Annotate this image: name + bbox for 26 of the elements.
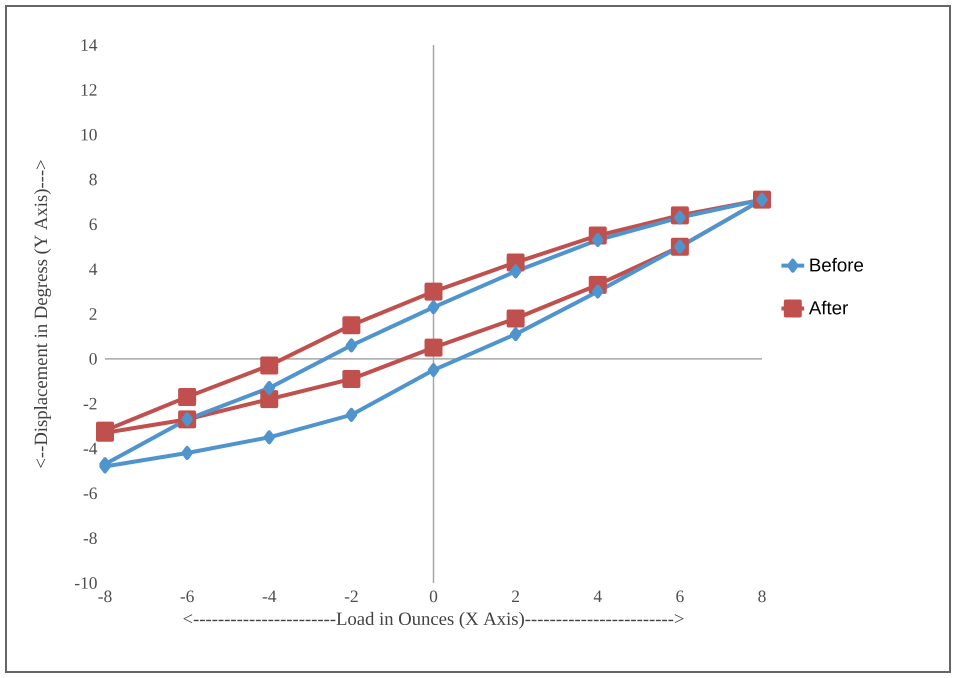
x-tick-label: 0 xyxy=(430,590,438,602)
y-tick-label: 2 xyxy=(90,308,96,320)
x-tick-label: -6 xyxy=(180,590,194,602)
legend-label: After xyxy=(808,300,848,314)
x-tick-label: -4 xyxy=(262,590,276,602)
x-tick-label: 8 xyxy=(758,590,766,602)
y-tick-label: 4 xyxy=(89,263,98,275)
y-tick-label: -10 xyxy=(74,577,97,589)
y-tick-label: 12 xyxy=(82,84,96,96)
y-tick-label: 14 xyxy=(82,39,98,51)
y-tick-label: 8 xyxy=(89,174,97,186)
y-axis-title: <--Displacement in Degress (Y Axis)---> xyxy=(34,160,52,468)
x-tick-label: -8 xyxy=(98,590,112,602)
x-tick-label: 6 xyxy=(676,590,684,602)
y-tick-label: 0 xyxy=(89,352,97,365)
y-tick-label: -8 xyxy=(84,532,97,544)
y-tick-label: 10 xyxy=(82,128,97,141)
legend-label: Before xyxy=(810,258,864,272)
y-tick-label: -2 xyxy=(84,398,96,410)
x-tick-label: 2 xyxy=(512,590,520,602)
x-axis-title: <-----------------------Load in Ounces (X Axis)------------------------> xyxy=(183,612,684,629)
x-tick-label: 4 xyxy=(594,590,602,602)
x-tick-label: -2 xyxy=(344,590,358,602)
y-tick-label: 6 xyxy=(90,218,97,230)
y-tick-label: -6 xyxy=(84,488,97,500)
y-tick-label: -4 xyxy=(84,442,98,454)
